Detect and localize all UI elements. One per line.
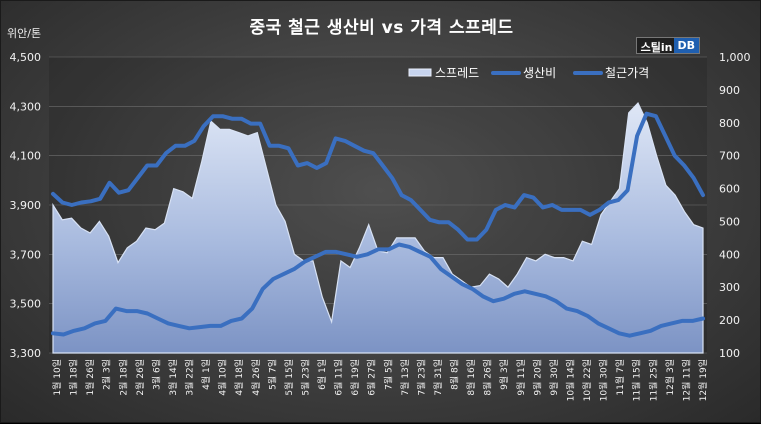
x-tick-label: 2월 3일 bbox=[101, 359, 113, 390]
x-tick-label: 3월 14일 bbox=[167, 359, 179, 396]
y-right-tick-label: 100 bbox=[719, 347, 740, 360]
x-tick-label: 6월 11일 bbox=[333, 359, 345, 396]
x-tick-label: 6월 27일 bbox=[366, 359, 378, 396]
x-tick-label: 9월 3일 bbox=[498, 359, 510, 390]
x-tick-label: 2월 18일 bbox=[117, 359, 129, 396]
x-tick-label: 9월 20일 bbox=[531, 359, 543, 396]
y-left-tick-label: 3,300 bbox=[10, 347, 42, 360]
x-tick-label: 3월 6일 bbox=[150, 359, 162, 390]
x-tick-label: 12월 3일 bbox=[664, 359, 676, 396]
y-left-tick-label: 4,500 bbox=[10, 51, 42, 64]
series-rebar-price-line bbox=[51, 111, 705, 242]
x-tick-label: 6월 1일 bbox=[316, 359, 328, 390]
x-tick-label: 10월 30일 bbox=[598, 359, 610, 401]
y-right-tick-label: 300 bbox=[719, 281, 740, 294]
chart-title: 중국 철근 생산비 vs 가격 스프레드 bbox=[249, 18, 514, 38]
y-left-tick-label: 3,700 bbox=[10, 248, 42, 261]
y-right-tick-label: 400 bbox=[719, 248, 740, 261]
x-tick-label: 9월 30일 bbox=[548, 359, 560, 396]
y-right-tick-label: 800 bbox=[719, 117, 740, 130]
y-left-tick-label: 4,100 bbox=[10, 150, 42, 163]
y-right-tick-label: 600 bbox=[719, 183, 740, 196]
y-left-tick-label: 3,500 bbox=[10, 298, 42, 311]
x-tick-label: 2월 26일 bbox=[134, 359, 146, 396]
x-tick-label: 10월 22일 bbox=[581, 359, 593, 401]
x-tick-label: 11월 15일 bbox=[631, 359, 643, 401]
x-tick-label: 1월 10일 bbox=[51, 359, 63, 396]
x-tick-label: 10월 14일 bbox=[565, 359, 577, 401]
x-tick-label: 4월 10일 bbox=[217, 359, 229, 396]
steelin-db-logo: 스틸in DB bbox=[635, 37, 700, 54]
x-tick-label: 1월 18일 bbox=[68, 359, 80, 396]
x-tick-label: 7월 13일 bbox=[399, 359, 411, 396]
x-tick-label: 8월 26일 bbox=[482, 359, 494, 396]
y-right-tick-label: 200 bbox=[719, 314, 740, 327]
x-tick-label: 8월 8일 bbox=[449, 359, 461, 390]
legend-marker-spread bbox=[408, 68, 432, 77]
left-axis-unit: 위안/톤 bbox=[7, 27, 42, 40]
x-tick-label: 3월 22일 bbox=[184, 359, 196, 396]
series-production-cost-line bbox=[51, 242, 705, 338]
x-tick-label: 12월 19일 bbox=[697, 359, 709, 401]
x-tick-label: 5월 15일 bbox=[283, 359, 295, 396]
x-tick-label: 7월 5일 bbox=[382, 359, 394, 390]
y-left-tick-label: 3,900 bbox=[10, 199, 42, 212]
x-tick-label: 12월 11일 bbox=[680, 359, 692, 401]
x-tick-label: 6월 19일 bbox=[349, 359, 361, 396]
logo-text-db: DB bbox=[674, 37, 700, 54]
x-tick-label: 11월 25일 bbox=[647, 359, 659, 401]
x-tick-label: 5월 23일 bbox=[300, 359, 312, 396]
y-right-tick-label: 700 bbox=[719, 150, 740, 163]
legend-item-production-cost: 생산비 bbox=[523, 66, 556, 80]
x-tick-label: 4월 18일 bbox=[233, 359, 245, 396]
legend-item-rebar-price: 철근가격 bbox=[605, 66, 649, 80]
logo-text-steelin: 스틸in bbox=[635, 37, 675, 54]
legend-item-spread: 스프레드 bbox=[435, 66, 479, 80]
x-tick-label: 8월 16일 bbox=[465, 359, 477, 396]
x-tick-label: 4월 1일 bbox=[200, 359, 212, 390]
x-tick-label: 11월 7일 bbox=[614, 359, 626, 396]
y-right-tick-label: 900 bbox=[719, 84, 740, 97]
y-left-tick-label: 4,300 bbox=[10, 100, 42, 113]
x-tick-label: 5월 7일 bbox=[266, 359, 278, 390]
x-tick-label: 1월 26일 bbox=[84, 359, 96, 396]
x-tick-label: 7월 31일 bbox=[432, 359, 444, 396]
x-tick-label: 7월 23일 bbox=[415, 359, 427, 396]
y-right-tick-label: 500 bbox=[719, 215, 740, 228]
x-tick-label: 9월 11일 bbox=[515, 359, 527, 396]
x-tick-label: 4월 26일 bbox=[250, 359, 262, 396]
y-right-tick-label: 1,000 bbox=[719, 51, 751, 64]
